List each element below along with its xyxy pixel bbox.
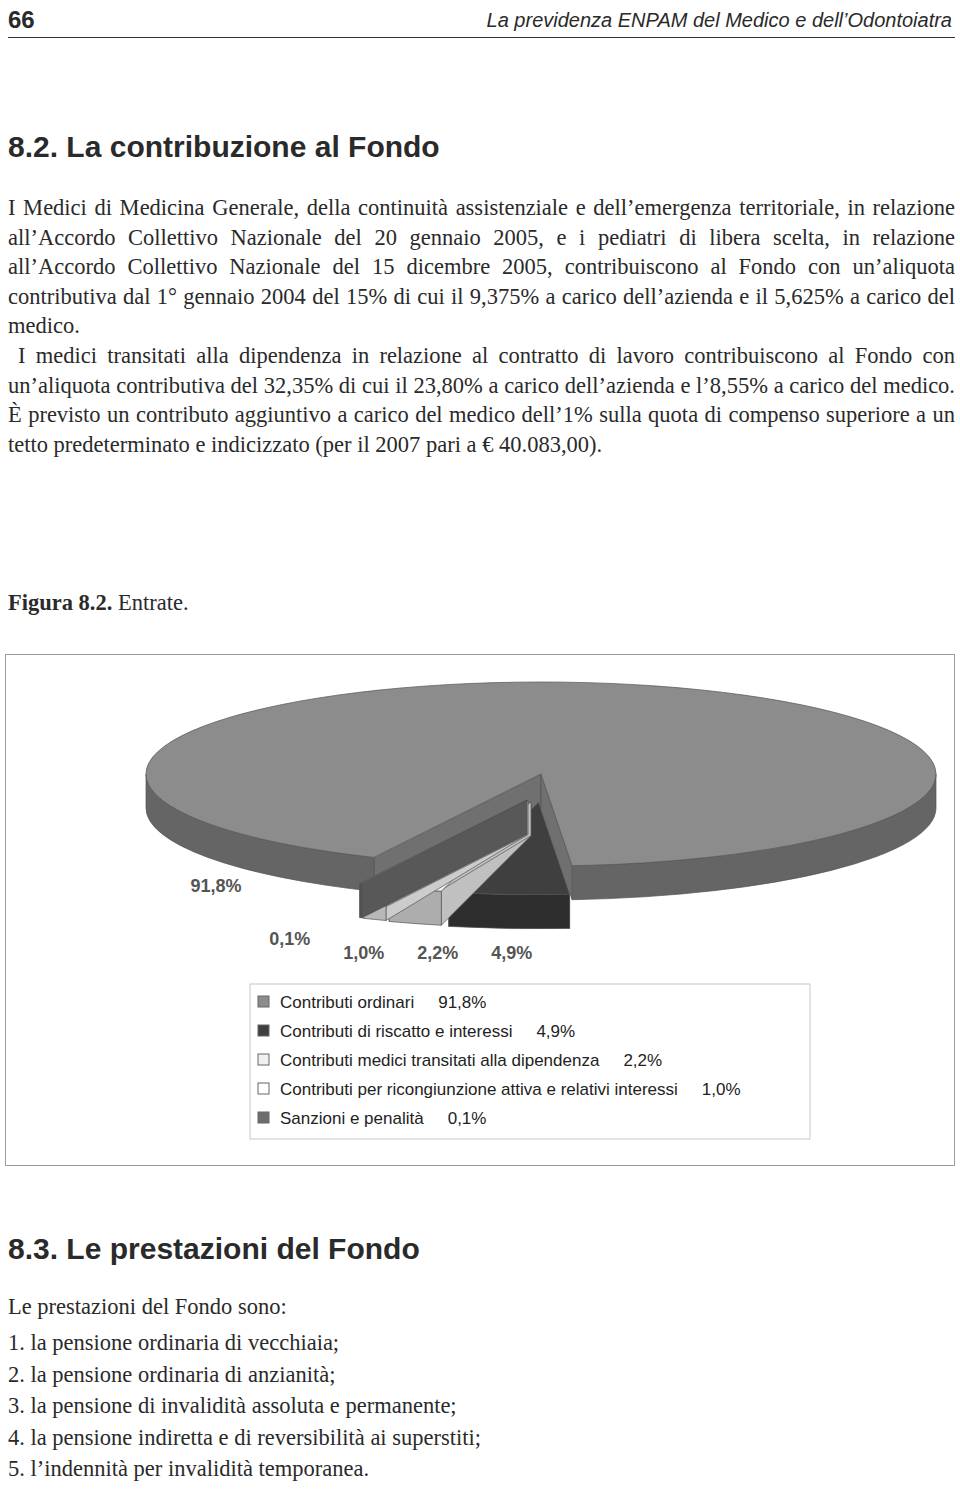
slice-wall bbox=[360, 800, 527, 917]
legend-marker bbox=[258, 996, 269, 1007]
data-label: 4,9% bbox=[491, 943, 532, 963]
pie bbox=[146, 682, 936, 929]
slice-top bbox=[360, 800, 527, 884]
figure-label: Figura 8.2. bbox=[8, 590, 112, 615]
paragraph: I Medici di Medicina Generale, della con… bbox=[8, 193, 955, 341]
data-label: 0,1% bbox=[269, 929, 310, 949]
legend: Contributi ordinari 91,8% Contributi di ri… bbox=[250, 984, 810, 1139]
legend-box bbox=[250, 984, 810, 1139]
pie-slice bbox=[146, 682, 936, 900]
legend-label: Contributi di riscatto e interessi bbox=[280, 1022, 512, 1041]
list-item: 1. la pensione ordinaria di vecchiaia; bbox=[8, 1330, 339, 1356]
legend-marker bbox=[258, 1025, 269, 1036]
legend-label: Contributi ordinari bbox=[280, 993, 414, 1012]
legend-marker bbox=[258, 1112, 269, 1123]
section-heading: 8.2. La contribuzione al Fondo bbox=[8, 130, 440, 164]
list-item: 5. l’indennità per invalidità temporanea… bbox=[8, 1456, 369, 1482]
figure-caption: Figura 8.2. Entrate. bbox=[8, 590, 189, 616]
data-labels: 91,8% 4,9% 2,2% 1,0% 0,1% bbox=[190, 876, 532, 963]
data-label: 91,8% bbox=[190, 876, 241, 896]
list-item: 4. la pensione indiretta e di reversibil… bbox=[8, 1425, 481, 1451]
legend-marker bbox=[258, 1054, 269, 1065]
pie-slice bbox=[360, 800, 527, 918]
legend-value: 91,8% bbox=[438, 993, 486, 1012]
legend-value: 4,9% bbox=[536, 1022, 575, 1041]
data-label: 2,2% bbox=[417, 943, 458, 963]
legend-marker bbox=[258, 1083, 269, 1094]
legend-value: 1,0% bbox=[702, 1080, 741, 1099]
section-heading: 8.3. Le prestazioni del Fondo bbox=[8, 1232, 420, 1266]
legend-label: Contributi per ricongiunzione attiva e r… bbox=[280, 1080, 678, 1099]
legend-label: Contributi medici transitati alla dipend… bbox=[280, 1051, 600, 1070]
body-text: I Medici di Medicina Generale, della con… bbox=[8, 193, 955, 459]
header-rule bbox=[8, 37, 955, 38]
slice-side bbox=[360, 884, 362, 918]
running-title: La previdenza ENPAM del Medico e dell’Od… bbox=[487, 9, 952, 32]
legend-value: 2,2% bbox=[623, 1051, 662, 1070]
paragraph: I medici transitati alla dipendenza in r… bbox=[8, 341, 955, 459]
list-intro: Le prestazioni del Fondo sono: bbox=[8, 1294, 287, 1320]
list-item: 2. la pensione ordinaria di anzianità; bbox=[8, 1362, 335, 1388]
chart: 91,8%4,9%2,2%1,0%0,1%Contributi ordinari… bbox=[5, 654, 955, 1166]
legend-value: 0,1% bbox=[448, 1109, 487, 1128]
legend-label: Sanzioni e penalità bbox=[280, 1109, 424, 1128]
data-label: 1,0% bbox=[343, 943, 384, 963]
page-number: 66 bbox=[8, 6, 35, 34]
figure-text: Entrate. bbox=[118, 590, 189, 615]
chart-frame bbox=[6, 655, 955, 1166]
list-item: 3. la pensione di invalidità assoluta e … bbox=[8, 1393, 457, 1419]
